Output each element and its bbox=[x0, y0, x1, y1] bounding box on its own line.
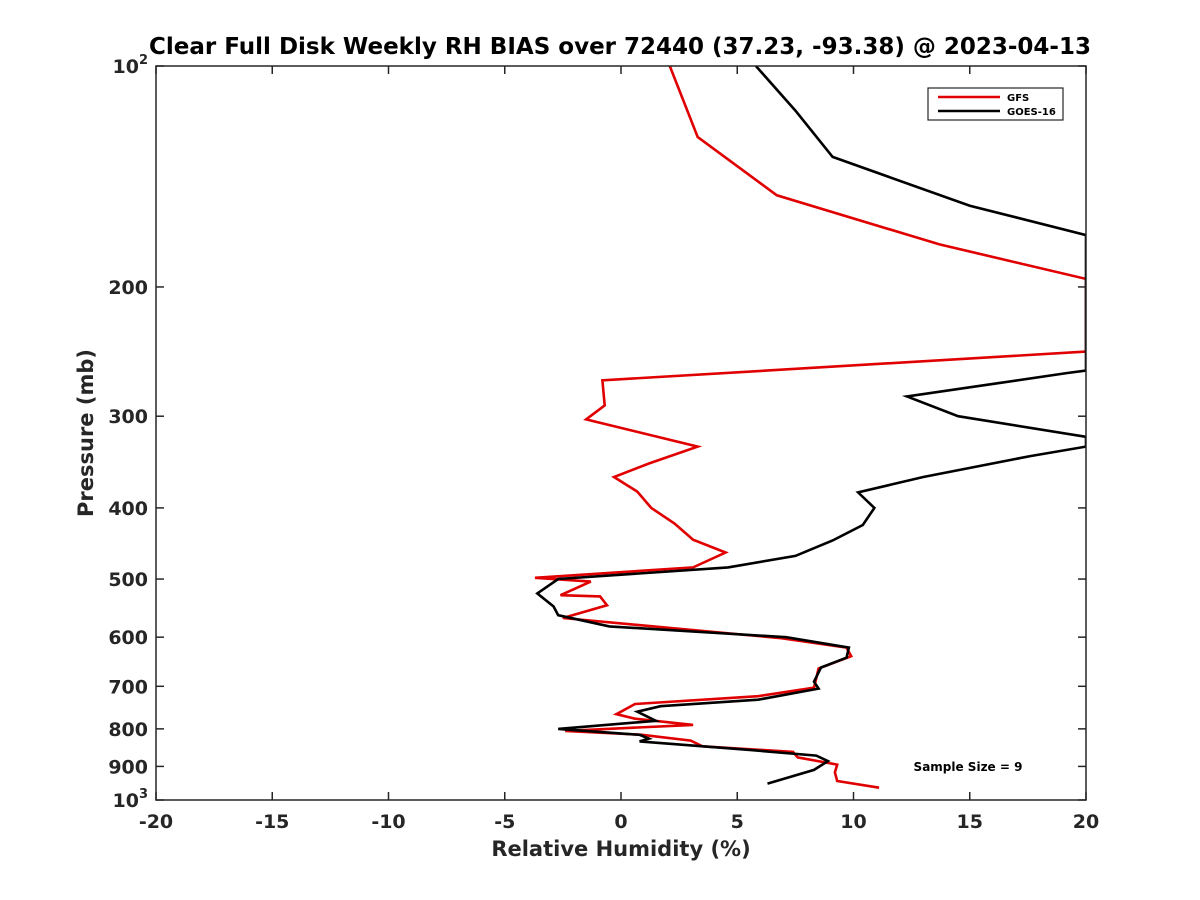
chart-title: Clear Full Disk Weekly RH BIAS over 7244… bbox=[149, 34, 1091, 60]
legend-box bbox=[927, 87, 1064, 121]
y-tick-label: 600 bbox=[108, 627, 148, 649]
y-tick-label: 103 bbox=[113, 787, 149, 812]
legend: GFS GOES-16 bbox=[927, 87, 1064, 121]
x-tick-label: 15 bbox=[957, 811, 983, 833]
y-tick-label: 500 bbox=[108, 569, 148, 591]
sample-size-annotation: Sample Size = 9 bbox=[914, 760, 1023, 774]
y-tick-label: 300 bbox=[108, 406, 148, 428]
y-tick-label: 102 bbox=[113, 53, 149, 78]
legend-label-goes-16: GOES-16 bbox=[1007, 107, 1056, 118]
x-tick-label: -10 bbox=[371, 811, 405, 833]
series-lines bbox=[534, 66, 1086, 789]
x-tick-label: 10 bbox=[840, 811, 866, 833]
y-tick-label: 900 bbox=[108, 756, 148, 778]
series-line-goes-16 bbox=[535, 66, 1086, 785]
x-tick-label: -5 bbox=[494, 811, 515, 833]
y-tick-label: 400 bbox=[108, 498, 148, 520]
y-tick-label: 200 bbox=[108, 277, 148, 299]
x-axis-label: Relative Humidity (%) bbox=[491, 837, 750, 861]
x-tick-label: -15 bbox=[255, 811, 289, 833]
x-tick-label: 20 bbox=[1073, 811, 1099, 833]
y-tick-label: 700 bbox=[108, 676, 148, 698]
x-tick-label: 5 bbox=[731, 811, 744, 833]
x-tick-label: -20 bbox=[139, 811, 173, 833]
y-axis-label: Pressure (mb) bbox=[74, 349, 98, 517]
x-tick-label: 0 bbox=[614, 811, 627, 833]
y-tick-label: 800 bbox=[108, 719, 148, 741]
axis-ticks: -20 -15 -10 -5 0 5 10 15 20 102 200 300 400 500 600 700… bbox=[108, 53, 1099, 833]
legend-label-gfs: GFS bbox=[1007, 93, 1029, 104]
series-line-gfs bbox=[534, 66, 1086, 789]
